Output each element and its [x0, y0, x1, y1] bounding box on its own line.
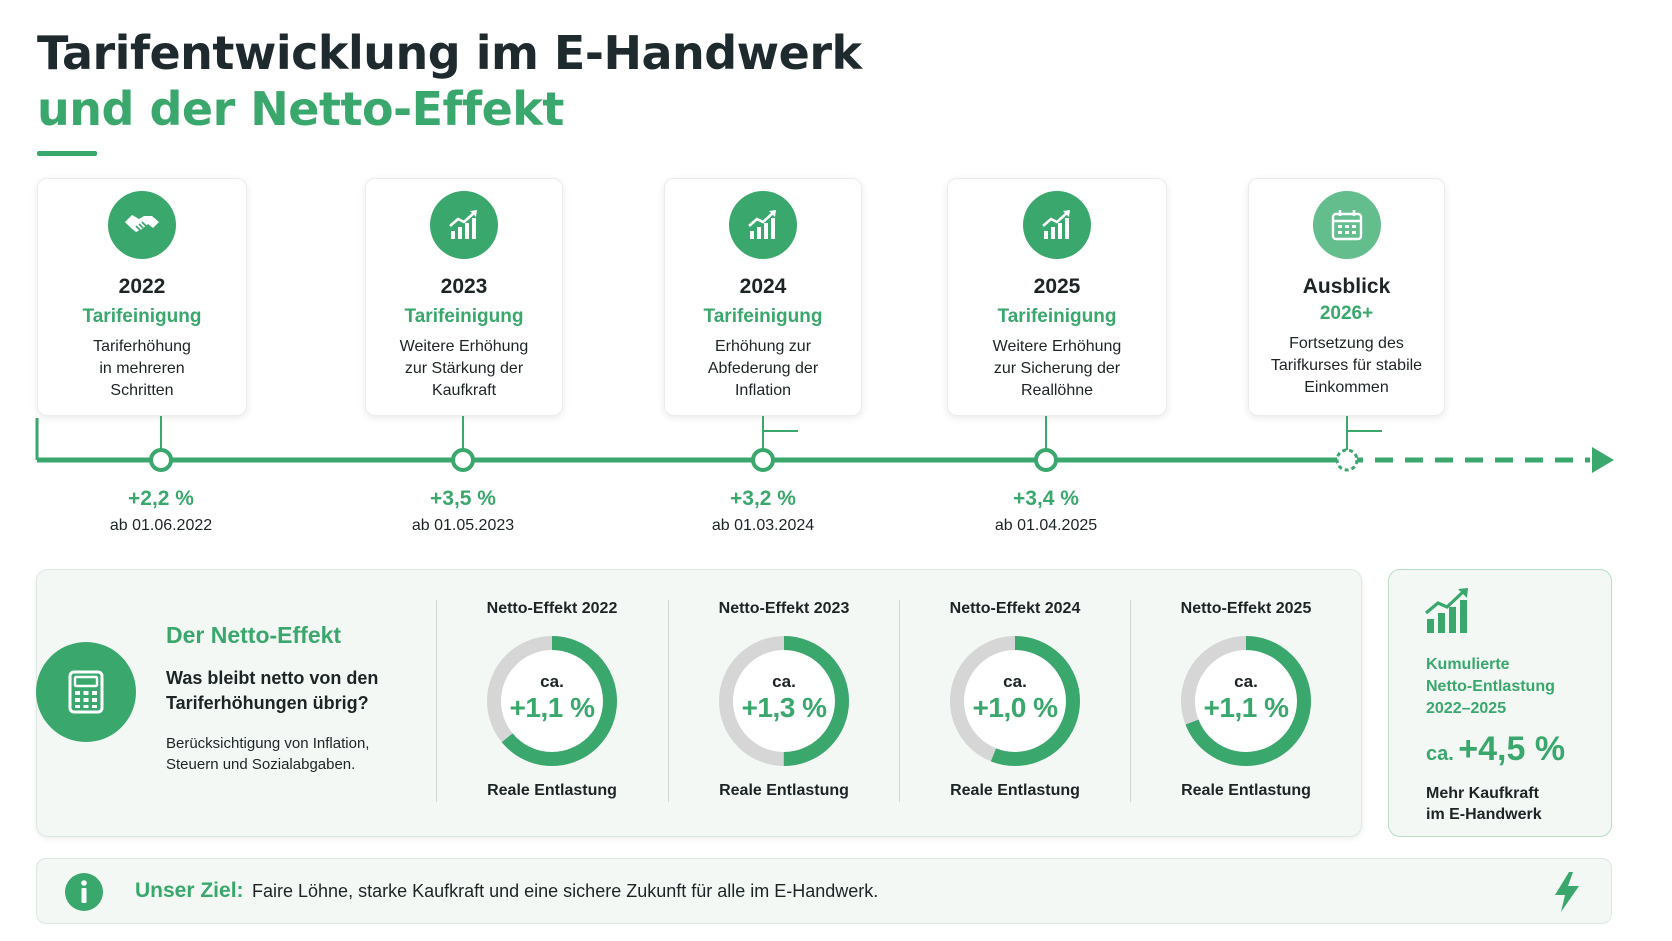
lightning-bolt-icon [1555, 872, 1579, 912]
donut-chart [950, 636, 1080, 766]
card-year: 2024 [739, 275, 787, 298]
growth-chart-icon [1424, 588, 1468, 633]
timeline-card-2025: 2025 Tarifeinigung Weitere Erhöhung zur S… [947, 178, 1167, 416]
netto-effekt-2024: Netto-Effekt 2024 ca. +1,0 % Reale Entla… [900, 600, 1130, 800]
card-subtitle: Tarifeinigung [82, 306, 202, 327]
timeline-arrow-icon [1592, 447, 1614, 473]
card-subtitle: Tarifeinigung [703, 306, 823, 327]
donut-arc [719, 636, 849, 766]
donut-caption: Reale Entlastung [719, 782, 849, 799]
card-year: 2022 [118, 275, 166, 298]
card-description: Erhöhung zur Abfederung der Inflation [707, 338, 819, 399]
donut-ca: ca. [540, 672, 564, 691]
growth-chart-icon [729, 191, 797, 259]
timeline-marker-future [1335, 448, 1359, 472]
donut-caption: Reale Entlastung [487, 782, 617, 799]
divider [668, 600, 669, 802]
tick-percent: +3,2 % [730, 487, 796, 510]
title-underline [37, 151, 97, 156]
card-year: Ausblick [1302, 275, 1391, 298]
timeline-marker [1034, 448, 1058, 472]
donut-arc [487, 636, 617, 766]
timeline-card-2023: 2023 Tarifeinigung Weitere Erhöhung zur S… [365, 178, 563, 416]
tick-date: ab 01.03.2024 [711, 517, 815, 534]
page-subtitle: und der Netto-Effekt [37, 82, 564, 136]
netto-question: Was bleibt netto von den Tariferhöhungen… [166, 668, 379, 713]
calculator-icon [36, 642, 136, 742]
cumulative-value: ca. +4,5 % [1426, 730, 1566, 768]
netto-effekt-2022: Netto-Effekt 2022 ca. +1,1 % Reale Entla… [437, 600, 667, 800]
netto-note: Berücksichtigung von Inflation, Steuern … [166, 735, 370, 773]
growth-chart-icon [430, 191, 498, 259]
donut-chart [487, 636, 617, 766]
timeline-card-ausblick: Ausblick 2026+ Fortsetzung des Tarifkurse… [1248, 178, 1445, 416]
donut-title: Netto-Effekt 2023 [718, 600, 850, 617]
donut-ca: ca. [1003, 672, 1027, 691]
card-description: Weitere Erhöhung zur Sicherung der Reallöh… [992, 338, 1122, 399]
card-description: Weitere Erhöhung zur Stärkung der Kaufkraf… [399, 338, 529, 399]
card-description: Fortsetzung des Tarifkurses für stabile Ei… [1270, 335, 1423, 396]
timeline-axis [35, 416, 1614, 473]
donut-chart [719, 636, 849, 766]
donut-title: Netto-Effekt 2024 [949, 600, 1081, 617]
donut-chart [1181, 636, 1311, 766]
cumulative-label: Kumulierte Netto-Entlastung 2022–2025 [1426, 656, 1555, 717]
donut-value: +1,0 % [972, 692, 1058, 723]
timeline-marker [149, 448, 173, 472]
donut-value: +1,1 % [1203, 692, 1289, 723]
info-icon [65, 873, 103, 911]
page-title: Tarifentwicklung im E-Handwerk [37, 26, 862, 80]
netto-effekt-2025: Netto-Effekt 2025 ca. +1,1 % Reale Entla… [1131, 600, 1361, 800]
netto-effekt-panel [36, 569, 1362, 837]
donut-title: Netto-Effekt 2022 [486, 600, 618, 617]
netto-heading: Der Netto-Effekt [166, 622, 342, 648]
timeline-card-2024: 2024 Tarifeinigung Erhöhung zur Abfederun… [664, 178, 862, 416]
handshake-icon [108, 191, 176, 259]
divider [436, 600, 437, 802]
cumulative-panel [1388, 569, 1612, 837]
donut-title: Netto-Effekt 2025 [1180, 600, 1312, 617]
tick-percent: +3,4 % [1013, 487, 1079, 510]
calendar-icon [1312, 191, 1381, 259]
donut-ca: ca. [1234, 672, 1258, 691]
tick-date: ab 01.05.2023 [411, 517, 515, 534]
tick-percent: +2,2 % [128, 487, 194, 510]
timeline-card-2022: 2022 Tarifeinigung Tariferhöhung in mehre… [37, 178, 247, 416]
tick-percent: +3,5 % [430, 487, 496, 510]
divider [899, 600, 900, 802]
growth-chart-icon [1023, 191, 1091, 259]
card-description: Tariferhöhung in mehreren Schritten [93, 338, 191, 399]
goal-label: Unser Ziel: [135, 879, 244, 902]
timeline-marker [451, 448, 475, 472]
cumulative-caption: Mehr Kaufkraft im E-Handwerk [1426, 785, 1542, 823]
goal-bar [36, 858, 1612, 924]
timeline-marker [751, 448, 775, 472]
donut-caption: Reale Entlastung [950, 782, 1080, 799]
donut-caption: Reale Entlastung [1181, 782, 1311, 799]
donut-arc [950, 636, 1080, 766]
donut-ca: ca. [772, 672, 796, 691]
tick-date: ab 01.06.2022 [109, 517, 213, 534]
tick-date: ab 01.04.2025 [994, 517, 1098, 534]
netto-effekt-2023: Netto-Effekt 2023 ca. +1,3 % Reale Entla… [669, 600, 899, 800]
donut-value: +1,3 % [741, 692, 827, 723]
card-year: 2023 [440, 275, 488, 298]
card-subtitle: Tarifeinigung [997, 306, 1117, 327]
card-subtitle: 2026+ [1319, 303, 1374, 324]
donut-arc [1181, 636, 1311, 766]
donut-value: +1,1 % [509, 692, 595, 723]
divider [1130, 600, 1131, 802]
card-subtitle: Tarifeinigung [404, 306, 524, 327]
card-year: 2025 [1033, 275, 1081, 298]
goal-text: Faire Löhne, starke Kaufkraft und eine s… [252, 881, 879, 901]
